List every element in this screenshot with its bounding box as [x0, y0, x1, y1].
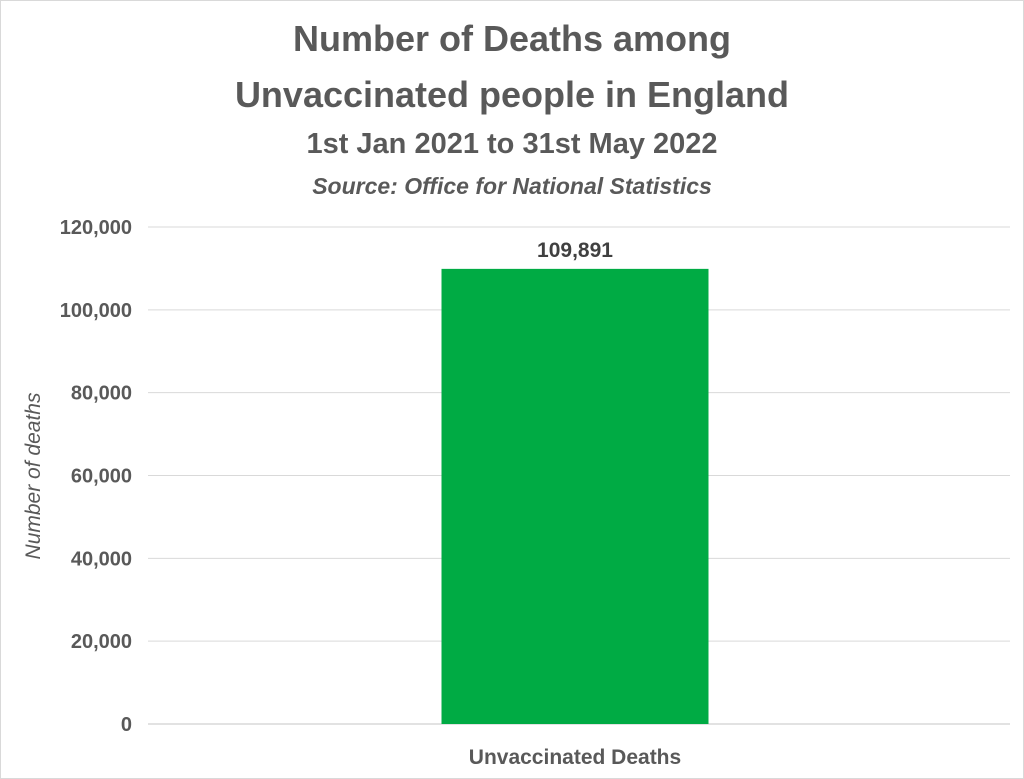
bar-data-label: 109,891: [537, 239, 613, 262]
chart-title-line1: Number of Deaths among: [292, 18, 732, 59]
y-tick-label: 60,000: [71, 466, 132, 488]
chart-title-line2: Unvaccinated people in England: [234, 74, 790, 115]
y-tick-label: 120,000: [60, 217, 132, 239]
x-category-label: Unvaccinated Deaths: [469, 746, 681, 769]
chart-subtitle: 1st Jan 2021 to 31st May 2022: [306, 128, 718, 160]
y-tick-label: 80,000: [71, 383, 132, 405]
y-tick-label: 20,000: [71, 631, 132, 653]
y-axis-ticks: 0 20,000 40,000 60,000 80,000 100,000 120,000: [60, 217, 132, 736]
y-tick-label: 0: [121, 714, 132, 736]
bar: [441, 268, 709, 724]
y-tick-label: 40,000: [71, 548, 132, 570]
bars: 109,891 Unvaccinated Deaths: [441, 239, 709, 769]
y-tick-label: 100,000: [60, 300, 132, 322]
chart-source: Source: Office for National Statistics: [312, 173, 712, 199]
y-axis-label: Number of deaths: [22, 392, 45, 559]
